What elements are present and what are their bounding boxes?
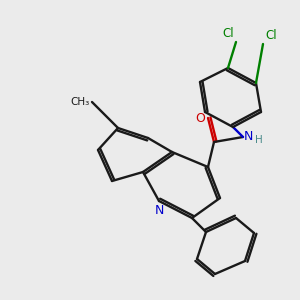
- Text: H: H: [255, 135, 263, 145]
- Text: Cl: Cl: [222, 27, 234, 40]
- Text: O: O: [195, 112, 205, 124]
- Text: CH₃: CH₃: [71, 97, 90, 107]
- Text: N: N: [154, 204, 164, 217]
- Text: N: N: [244, 130, 254, 142]
- Text: Cl: Cl: [265, 29, 277, 42]
